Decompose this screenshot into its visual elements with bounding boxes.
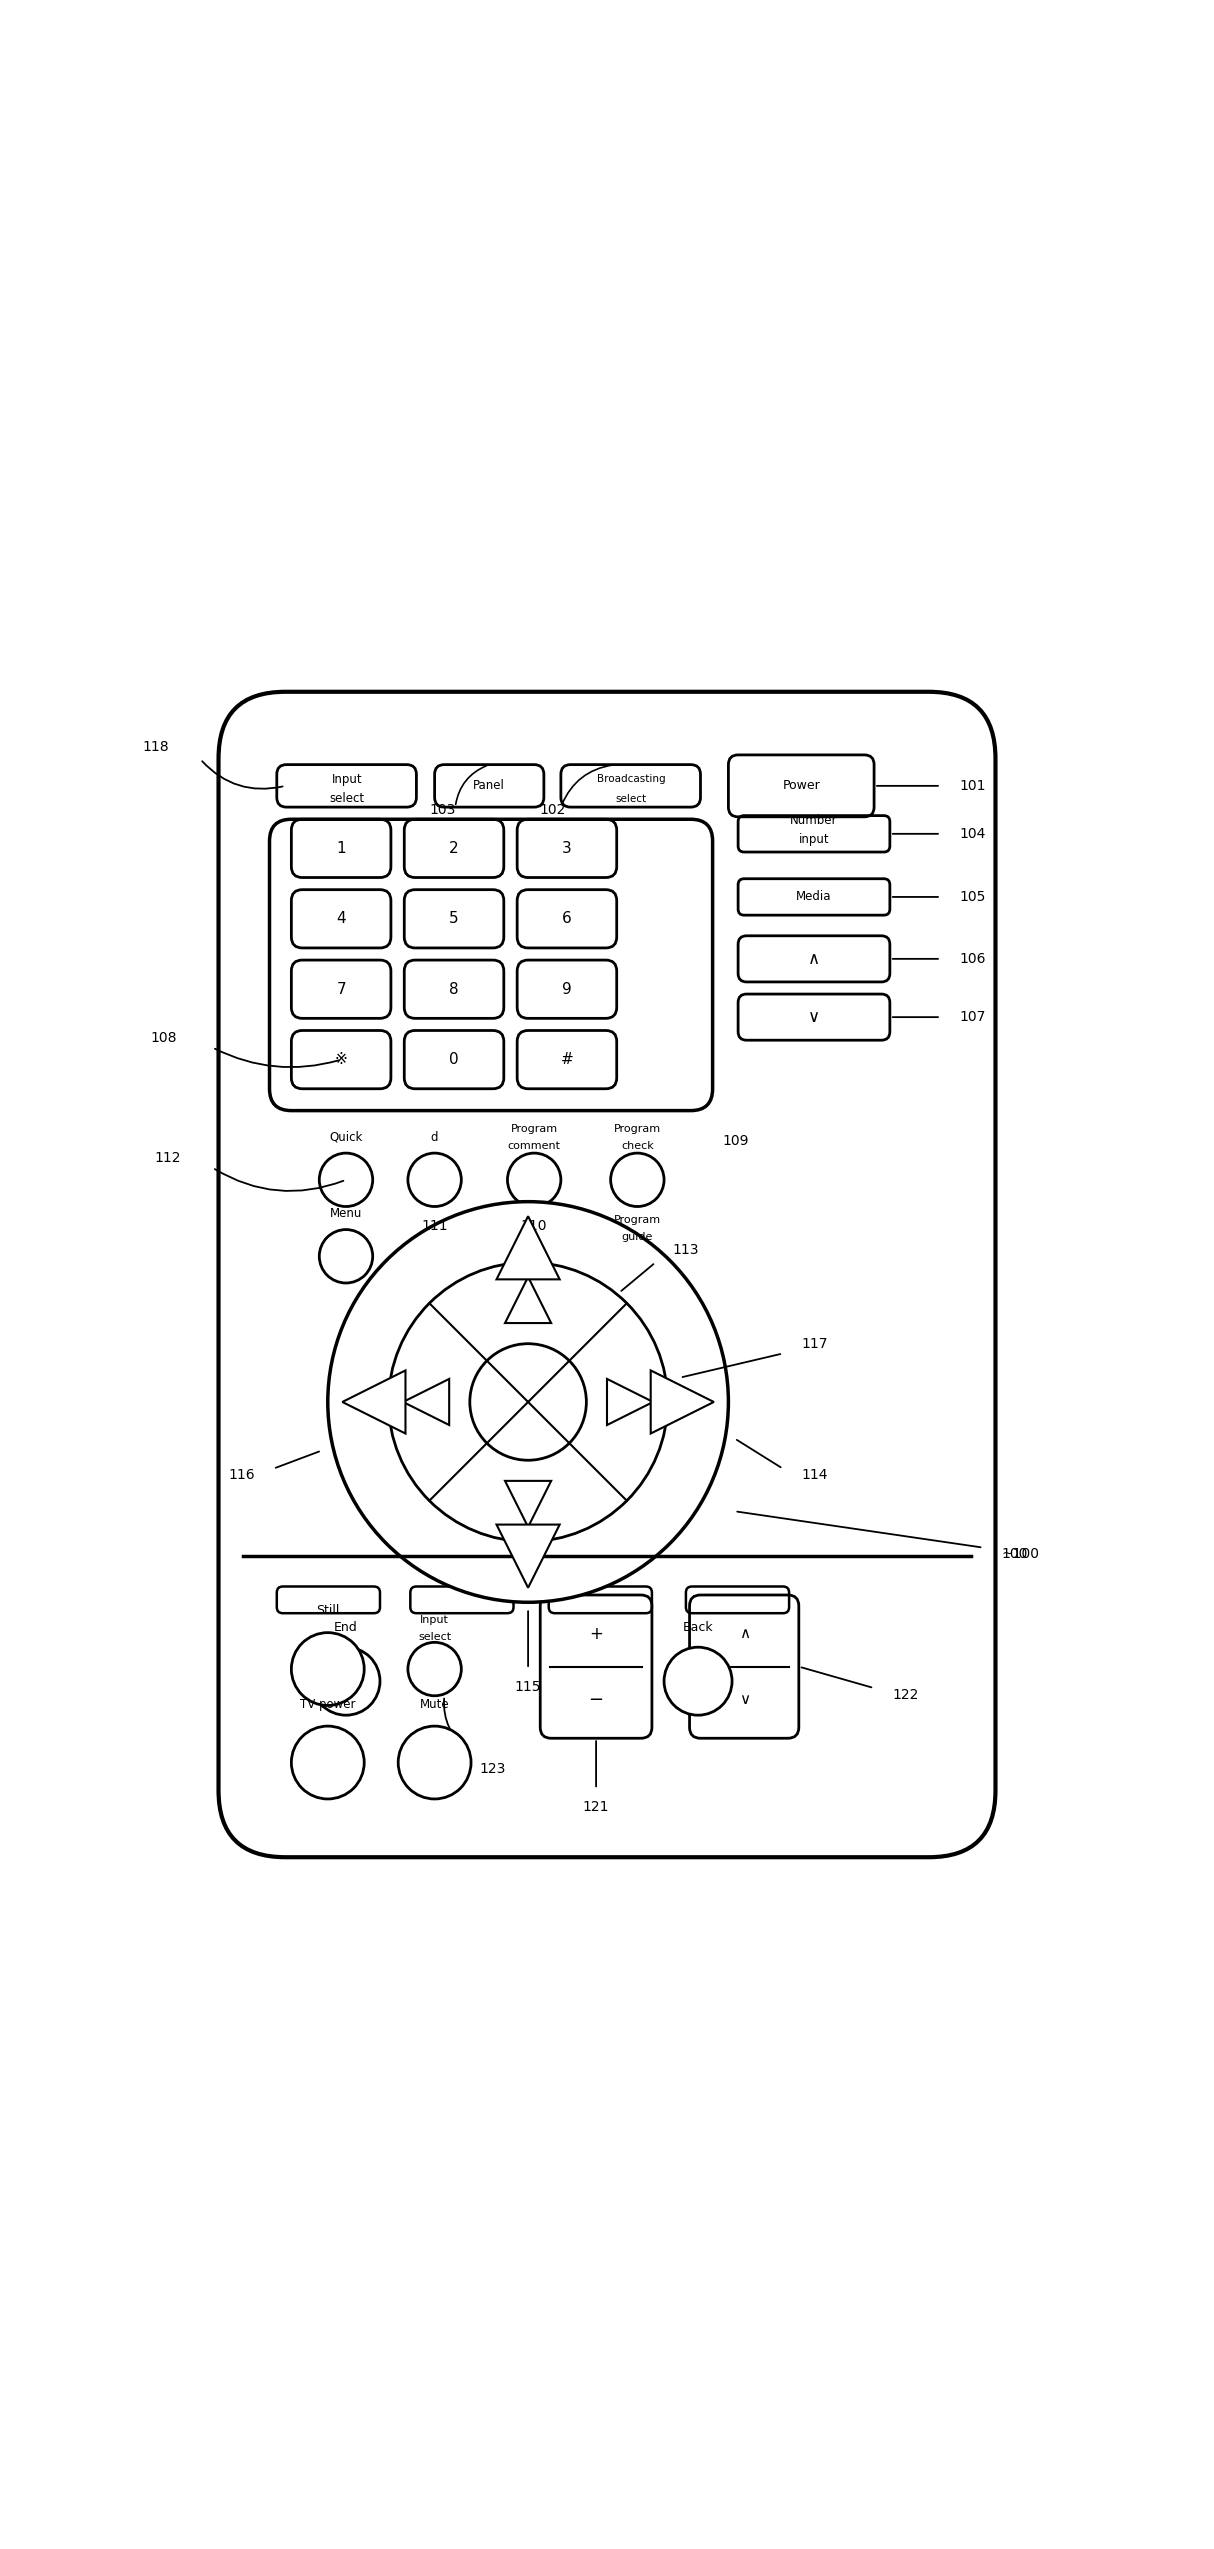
Polygon shape (505, 1481, 551, 1527)
Text: Mute: Mute (420, 1698, 449, 1710)
Text: 122: 122 (892, 1687, 919, 1703)
Text: ∨: ∨ (809, 1009, 819, 1027)
Text: 2: 2 (449, 841, 459, 856)
Text: Program: Program (614, 1216, 660, 1226)
Text: Media: Media (796, 890, 832, 902)
Text: 111: 111 (421, 1218, 448, 1234)
Text: Menu: Menu (330, 1208, 362, 1221)
Text: Still: Still (316, 1603, 340, 1616)
Circle shape (664, 1647, 732, 1715)
Circle shape (388, 1262, 668, 1542)
Polygon shape (607, 1379, 653, 1425)
Text: select: select (615, 793, 647, 803)
Text: check: check (622, 1142, 653, 1150)
Circle shape (470, 1343, 586, 1461)
Text: Power: Power (782, 780, 821, 793)
Text: 118: 118 (142, 739, 169, 755)
Text: Quick: Quick (329, 1132, 363, 1145)
Circle shape (319, 1152, 373, 1206)
Text: 112: 112 (154, 1152, 181, 1165)
Text: 101: 101 (959, 780, 986, 793)
Text: ※: ※ (335, 1053, 347, 1068)
Text: Program: Program (614, 1124, 660, 1134)
Polygon shape (342, 1371, 405, 1433)
Text: Input: Input (420, 1616, 449, 1626)
Polygon shape (651, 1371, 714, 1433)
Text: select: select (330, 793, 364, 805)
Text: select: select (418, 1631, 452, 1642)
Circle shape (408, 1642, 461, 1695)
Circle shape (507, 1152, 561, 1206)
Text: 100: 100 (1002, 1547, 1028, 1560)
Text: ∧: ∧ (809, 951, 819, 969)
Text: ~100: ~100 (1002, 1547, 1039, 1560)
Text: ∨: ∨ (738, 1693, 750, 1708)
Circle shape (408, 1152, 461, 1206)
Text: 114: 114 (801, 1468, 828, 1481)
Text: Back: Back (682, 1621, 714, 1634)
Text: End: End (334, 1621, 358, 1634)
Text: 123: 123 (480, 1761, 506, 1777)
Text: TV power: TV power (300, 1698, 356, 1710)
Text: 4: 4 (336, 913, 346, 925)
Text: 117: 117 (801, 1336, 828, 1351)
Text: 3: 3 (562, 841, 572, 856)
Text: 0: 0 (449, 1053, 459, 1068)
Text: 106: 106 (959, 951, 986, 966)
Text: +: + (589, 1624, 603, 1642)
Text: 115: 115 (515, 1680, 541, 1695)
Circle shape (398, 1726, 471, 1800)
Text: comment: comment (507, 1142, 561, 1150)
Text: 5: 5 (449, 913, 459, 925)
Text: 107: 107 (959, 1009, 986, 1025)
Polygon shape (497, 1216, 560, 1280)
Text: 108: 108 (151, 1030, 177, 1045)
Polygon shape (505, 1277, 551, 1323)
Text: Input: Input (331, 772, 363, 785)
Text: 1: 1 (336, 841, 346, 856)
Text: input: input (799, 834, 829, 846)
Circle shape (611, 1152, 664, 1206)
Text: 113: 113 (673, 1244, 699, 1257)
Circle shape (319, 1229, 373, 1282)
Text: Panel: Panel (473, 780, 505, 793)
Circle shape (312, 1647, 380, 1715)
Text: #: # (561, 1053, 573, 1068)
Text: 110: 110 (521, 1218, 548, 1234)
Text: 105: 105 (959, 890, 986, 905)
Polygon shape (403, 1379, 449, 1425)
Text: Broadcasting: Broadcasting (597, 775, 665, 785)
Text: 9: 9 (562, 981, 572, 997)
Circle shape (611, 1244, 664, 1297)
Text: 102: 102 (539, 803, 566, 816)
Circle shape (291, 1726, 364, 1800)
Text: 121: 121 (583, 1800, 609, 1815)
Text: guide: guide (622, 1231, 653, 1241)
Text: d: d (431, 1132, 438, 1145)
Text: 8: 8 (449, 981, 459, 997)
Text: 109: 109 (722, 1134, 749, 1147)
Text: 6: 6 (562, 913, 572, 925)
Text: 116: 116 (228, 1468, 255, 1481)
Text: 7: 7 (336, 981, 346, 997)
Polygon shape (497, 1524, 560, 1588)
Text: ∧: ∧ (738, 1626, 750, 1642)
Text: −: − (589, 1690, 603, 1708)
Text: 104: 104 (959, 826, 986, 841)
Text: 103: 103 (430, 803, 456, 816)
Text: Number: Number (790, 813, 838, 826)
Text: Program: Program (511, 1124, 557, 1134)
Circle shape (328, 1201, 728, 1603)
Circle shape (291, 1631, 364, 1705)
